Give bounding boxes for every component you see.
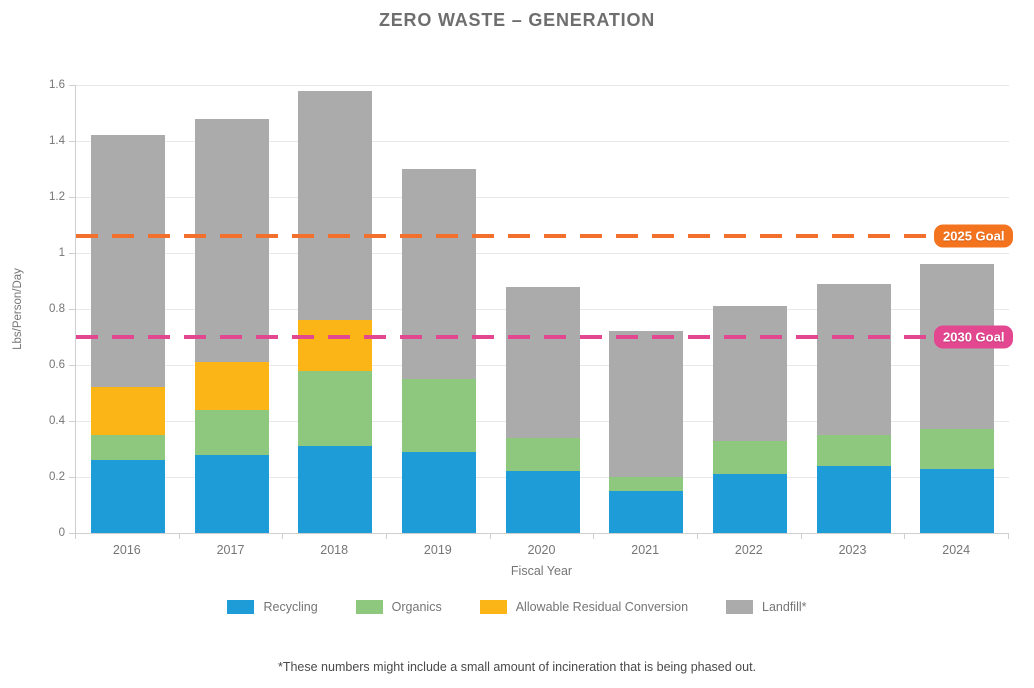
y-tick-label-0.8: 0.8 xyxy=(49,303,65,315)
bar-segment-landfill-2016[interactable] xyxy=(90,135,165,388)
bar-segment-recycling-2016[interactable] xyxy=(90,460,165,533)
legend-label-recycling: Recycling xyxy=(263,600,318,614)
y-tick-mark xyxy=(69,309,75,310)
legend: Recycling Organics Allowable Residual Conv… xyxy=(0,600,1034,614)
gridline-y-1.2 xyxy=(76,197,1009,198)
legend-item-landfill[interactable]: Landfill* xyxy=(726,600,807,614)
x-tick-label-2019: 2019 xyxy=(423,543,452,557)
y-axis-label: Lbs/Person/Day xyxy=(12,268,24,350)
legend-label-organics: Organics xyxy=(391,600,442,614)
gridline-y-1.4 xyxy=(76,141,1009,142)
goal-line-2025-goal xyxy=(76,234,1009,239)
y-tick-label-0.4: 0.4 xyxy=(49,415,65,427)
x-tick-label-2017: 2017 xyxy=(216,543,245,557)
x-tick-label-2018: 2018 xyxy=(320,543,349,557)
bar-segment-allowable-residual-conversion-2016[interactable] xyxy=(90,387,165,435)
bar-segment-landfill-2020[interactable] xyxy=(505,286,580,438)
bar-segment-landfill-2022[interactable] xyxy=(712,306,787,441)
goal-badge-2030-goal: 2030 Goal xyxy=(934,325,1014,349)
bar-segment-organics-2024[interactable] xyxy=(920,429,995,469)
bar-segment-organics-2020[interactable] xyxy=(505,437,580,472)
x-tick-mark xyxy=(178,534,180,539)
x-tick-mark xyxy=(697,534,698,539)
bar-segment-recycling-2024[interactable] xyxy=(920,468,995,533)
x-tick-label-2021: 2021 xyxy=(631,543,660,557)
bar-segment-recycling-2019[interactable] xyxy=(401,451,476,533)
y-tick-mark xyxy=(69,85,75,86)
bar-segment-recycling-2023[interactable] xyxy=(816,465,891,533)
x-tick-label-2022: 2022 xyxy=(734,543,763,557)
y-tick-label-0.2: 0.2 xyxy=(49,471,65,483)
legend-label-landfill: Landfill* xyxy=(762,600,807,614)
legend-swatch-recycling xyxy=(227,600,255,614)
goal-line-2030-goal xyxy=(76,335,1009,339)
goal-badge-2025-goal: 2025 Goal xyxy=(934,224,1014,248)
x-tick-mark xyxy=(386,534,387,539)
y-tick-mark xyxy=(69,365,75,366)
y-tick-mark xyxy=(69,197,75,198)
x-tick-mark xyxy=(904,534,906,539)
x-tick-mark xyxy=(282,534,284,539)
bar-segment-landfill-2019[interactable] xyxy=(401,169,476,379)
legend-label-allowable-residual-conversion: Allowable Residual Conversion xyxy=(515,600,689,614)
legend-swatch-allowable-residual-conversion xyxy=(479,600,507,614)
bar-segment-recycling-2022[interactable] xyxy=(712,474,787,533)
y-tick-label-0: 0 xyxy=(58,527,65,539)
bar-segment-organics-2023[interactable] xyxy=(816,435,891,466)
legend-item-recycling[interactable]: Recycling xyxy=(227,600,318,614)
bar-segment-allowable-residual-conversion-2018[interactable] xyxy=(298,320,373,371)
gridline-y-1.6 xyxy=(76,85,1009,86)
x-tick-mark xyxy=(489,534,491,539)
bar-segment-recycling-2017[interactable] xyxy=(194,454,269,533)
y-tick-mark xyxy=(69,477,75,478)
bar-segment-landfill-2023[interactable] xyxy=(816,283,891,435)
bar-segment-landfill-2017[interactable] xyxy=(194,118,269,363)
x-tick-label-2016: 2016 xyxy=(112,543,141,557)
y-tick-mark xyxy=(69,533,75,534)
x-tick-label-2023: 2023 xyxy=(838,543,867,557)
bar-segment-organics-2021[interactable] xyxy=(609,477,684,491)
y-tick-label-1.6: 1.6 xyxy=(49,79,65,91)
x-tick-label-2024: 2024 xyxy=(942,543,971,557)
bar-segment-organics-2018[interactable] xyxy=(298,370,373,447)
y-tick-label-1: 1 xyxy=(58,247,65,259)
bar-segment-recycling-2020[interactable] xyxy=(505,471,580,533)
legend-swatch-landfill xyxy=(726,600,754,614)
y-tick-mark xyxy=(69,253,75,254)
gridline-y-1 xyxy=(76,253,1009,254)
bar-segment-organics-2017[interactable] xyxy=(194,409,269,455)
bar-segment-recycling-2021[interactable] xyxy=(609,491,684,533)
bar-segment-recycling-2018[interactable] xyxy=(298,446,373,533)
y-tick-label-1.2: 1.2 xyxy=(49,191,65,203)
footnote: *These numbers might include a small amo… xyxy=(277,660,757,674)
legend-swatch-organics xyxy=(355,600,383,614)
bar-segment-organics-2022[interactable] xyxy=(712,440,787,475)
y-tick-mark xyxy=(69,421,75,422)
x-axis-label: Fiscal Year xyxy=(510,564,573,578)
bar-segment-organics-2016[interactable] xyxy=(90,435,165,461)
bar-segment-landfill-2021[interactable] xyxy=(609,331,684,477)
x-tick-mark xyxy=(800,534,802,539)
x-tick-mark xyxy=(75,534,76,539)
chart-title: ZERO WASTE – GENERATION xyxy=(378,10,656,30)
plot-area: 2025 Goal 2030 Goal xyxy=(75,85,1014,534)
x-tick-mark xyxy=(593,534,595,539)
legend-item-allowable-residual-conversion[interactable]: Allowable Residual Conversion xyxy=(479,600,689,614)
x-tick-label-2020: 2020 xyxy=(527,543,556,557)
y-tick-label-1.4: 1.4 xyxy=(49,135,65,147)
bar-segment-landfill-2018[interactable] xyxy=(298,90,373,321)
bar-segment-allowable-residual-conversion-2017[interactable] xyxy=(194,362,269,410)
legend-item-organics[interactable]: Organics xyxy=(355,600,442,614)
y-tick-label-0.6: 0.6 xyxy=(49,359,65,371)
bar-segment-organics-2019[interactable] xyxy=(401,379,476,452)
y-tick-mark xyxy=(69,141,75,142)
x-tick-mark xyxy=(1008,534,1009,539)
